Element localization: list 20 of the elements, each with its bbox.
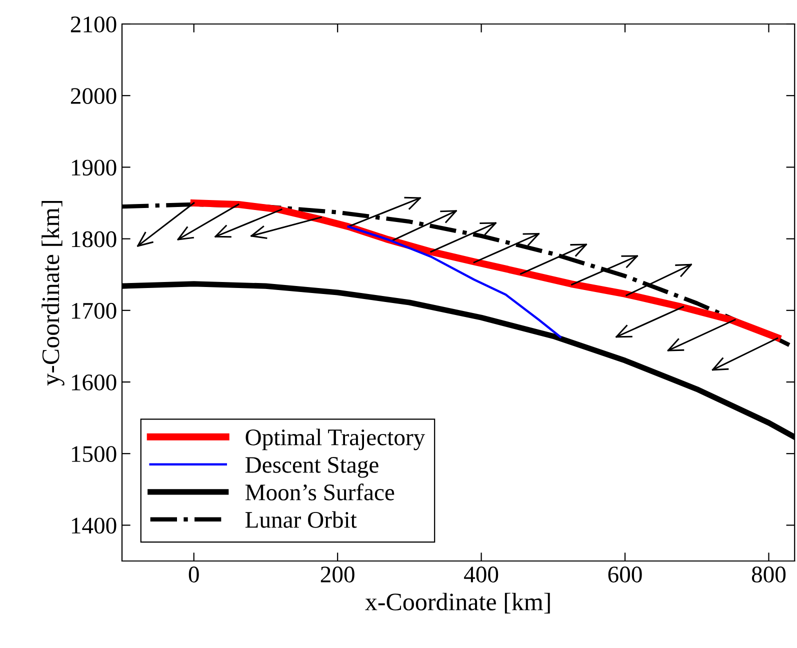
y-tick-label: 1900 [72, 160, 116, 176]
x-axis-title: x-Coordinate [km] [365, 592, 550, 614]
y-axis-title: y-Coordinate [km] [42, 200, 64, 386]
y-tick-label: 1700 [72, 302, 116, 319]
y-tick-label: 1400 [72, 518, 116, 534]
y-tick-label: 1800 [72, 231, 116, 248]
legend-label: Optimal Trajectory [246, 428, 426, 450]
y-tick-label: 1600 [72, 374, 116, 390]
legend-label: Descent Stage [245, 457, 378, 478]
legend-label: Lunar Orbit [245, 511, 357, 528]
x-tick-label: 200 [320, 566, 354, 582]
line-series [347, 226, 562, 338]
x-tick-label: 600 [608, 566, 642, 582]
y-tick-label: 1500 [72, 446, 116, 462]
y-tick-label: 2100 [70, 16, 116, 32]
legend-label: Moon’s Surface [245, 484, 394, 500]
x-tick-label: 800 [752, 566, 786, 582]
x-tick-label: 0 [188, 566, 199, 582]
x-tick-label: 400 [464, 566, 498, 582]
y-tick-label: 2000 [70, 88, 116, 104]
